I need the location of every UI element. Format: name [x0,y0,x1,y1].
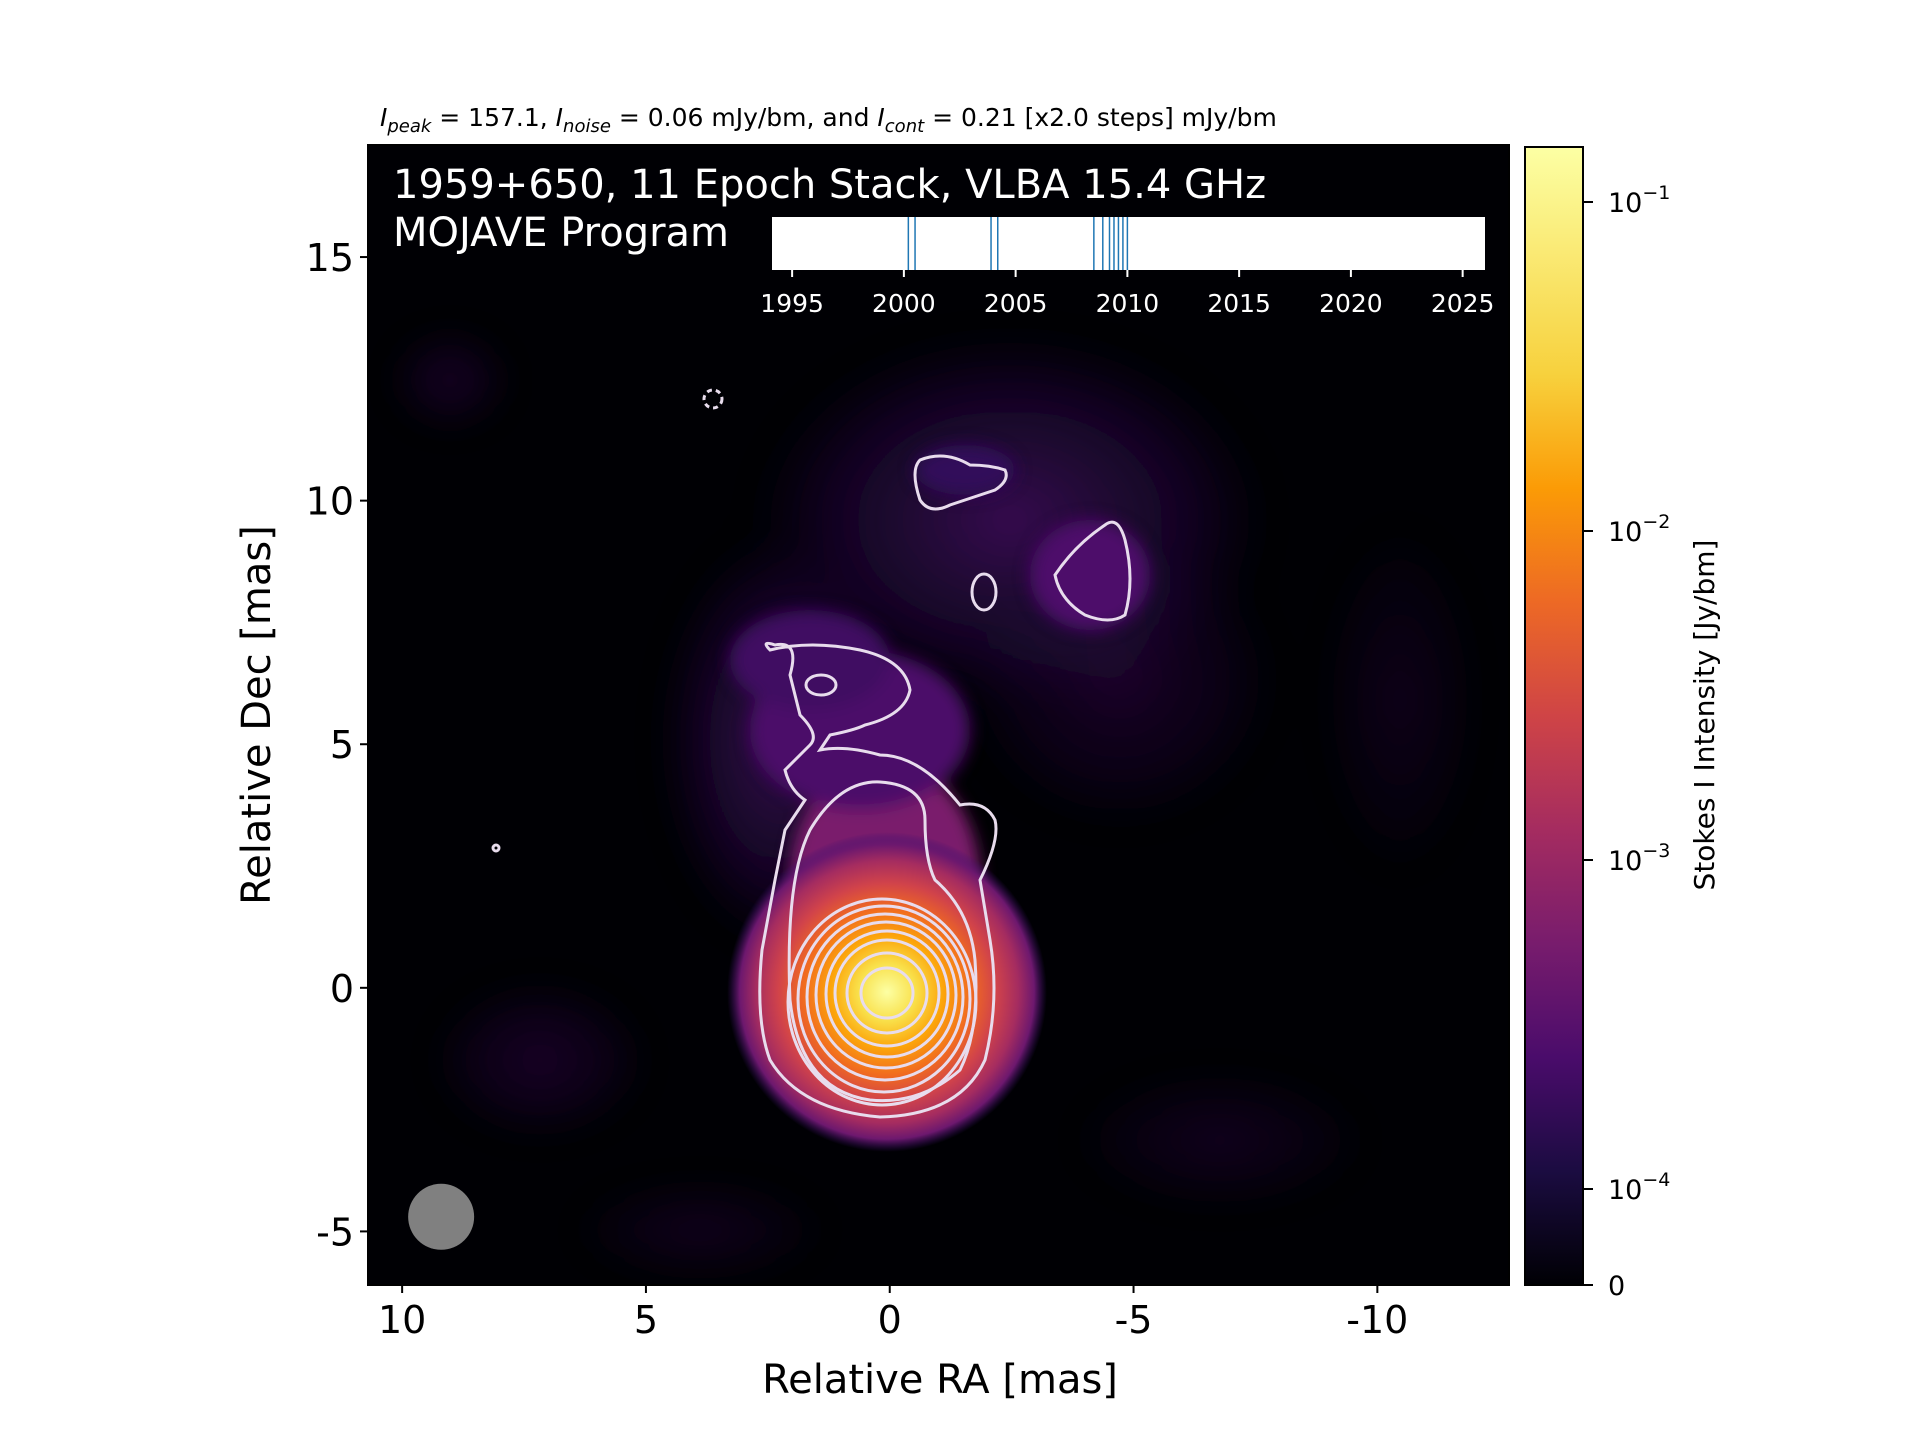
colorbar-tick-label: 10−2 [1608,511,1670,548]
colorbar-ticks: 0 10−4 10−3 10−2 10−1 [1583,182,1670,1302]
contour-level-2 [787,780,978,1103]
y-tick-label: -5 [316,1210,354,1254]
timeline-box [772,217,1485,270]
colorbar-tick-label: 0 [1608,1271,1625,1302]
colorbar-tick-label: 10−4 [1608,1169,1670,1206]
core-emission [727,832,1047,1152]
contour-tiny-blob [491,843,501,853]
contour-level-4 [796,904,972,1094]
x-tick-label: 5 [634,1298,658,1342]
contour-set [491,388,1132,1119]
contour-level-9 [845,951,929,1035]
timeline-tick-label: 2025 [1431,289,1495,318]
contour-level-10 [859,966,915,1020]
contour-level-5 [805,912,965,1082]
contour-jet-knot [913,454,1008,511]
contour-small-blob [970,572,998,612]
contour-dashed-blob [702,388,724,410]
map-frame [367,144,1510,1286]
colorbar: 0 10−4 10−3 10−2 10−1 Stokes I Intensity [Jy… [1524,146,1721,1302]
y-axis-ticks: -5 0 5 10 15 [306,236,368,1254]
y-tick-label: 15 [306,236,354,280]
contour-lowest-main [758,641,998,1119]
timeline-tick-label: 2000 [872,289,936,318]
timeline-tick-label: 2020 [1319,289,1383,318]
colorbar-label: Stokes I Intensity [Jy/bm] [1688,540,1721,891]
map-title-line1: 1959+650, 11 Epoch Stack, VLBA 15.4 GHz [393,162,1266,208]
timeline-tick-label: 2010 [1096,289,1160,318]
x-tick-label: 10 [378,1298,426,1342]
header-stats: Ipeak = 157.1, Inoise = 0.06 mJy/bm, and… [380,103,1277,137]
x-tick-label: 0 [878,1298,902,1342]
contour-level-6 [814,920,958,1070]
map-title-line2: MOJAVE Program [393,210,729,256]
contour-level-3 [786,897,978,1107]
timeline-tick-label: 1995 [760,289,824,318]
contour-inner-blob [804,673,838,697]
intensity-map [368,145,1509,1285]
y-tick-label: 5 [330,723,354,767]
contour-level-8 [833,938,941,1048]
x-axis-label: Relative RA [mas] [762,1357,1118,1403]
colorbar-tick-label: 10−1 [1608,182,1670,219]
epoch-timeline: 1995 2000 2005 2010 2015 2020 2025 [760,217,1494,318]
y-tick-label: 0 [330,967,354,1011]
x-axis-ticks: 10 5 0 -5 -10 [378,1285,1408,1342]
x-tick-label: -5 [1115,1298,1153,1342]
timeline-tick-label: 2005 [984,289,1048,318]
contour-level-7 [824,929,950,1059]
colorbar-gradient [1524,146,1584,1286]
timeline-epochs [907,217,1129,270]
colorbar-tick-label: 10−3 [1608,840,1670,877]
y-axis-label: Relative Dec [mas] [234,525,280,905]
contour-east-blob [1053,520,1132,622]
timeline-tick-label: 2015 [1207,289,1271,318]
y-tick-label: 10 [306,480,354,524]
x-tick-label: -10 [1346,1298,1408,1342]
timeline-ticks: 1995 2000 2005 2010 2015 2020 2025 [760,270,1494,318]
beam-ellipse [408,1183,475,1250]
